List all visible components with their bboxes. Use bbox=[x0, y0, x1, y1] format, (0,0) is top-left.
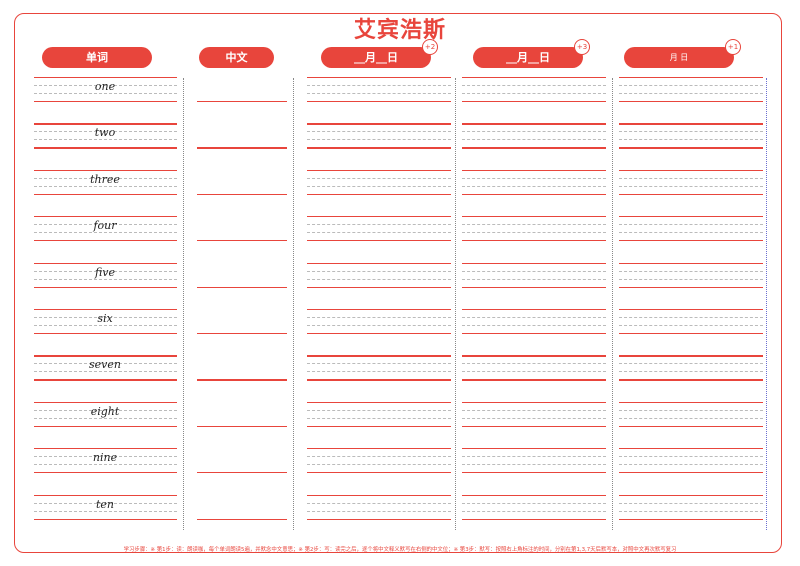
chinese-answer-line[interactable] bbox=[197, 101, 287, 103]
four-line-band bbox=[307, 169, 451, 196]
page-title: 艾宾浩斯 bbox=[353, 18, 446, 43]
chinese-answer-line[interactable] bbox=[197, 425, 287, 428]
header-date-1: __月__日 bbox=[321, 47, 431, 68]
four-line-band bbox=[307, 262, 451, 289]
chinese-answer-line[interactable] bbox=[197, 379, 287, 381]
vocab-word: six bbox=[97, 312, 113, 325]
four-line-band bbox=[34, 309, 177, 335]
four-line-band bbox=[34, 355, 177, 381]
vocab-word: one bbox=[94, 80, 116, 93]
four-line-band bbox=[307, 309, 451, 335]
four-line-band bbox=[34, 401, 177, 428]
four-line-band bbox=[619, 123, 763, 149]
column-divider bbox=[455, 78, 456, 530]
four-line-band bbox=[307, 355, 451, 381]
chinese-answer-line[interactable] bbox=[197, 147, 287, 149]
vocab-word: five bbox=[94, 265, 116, 279]
four-line-band bbox=[34, 77, 177, 103]
four-line-band bbox=[619, 77, 763, 103]
vocab-word: nine bbox=[92, 451, 118, 465]
four-line-band bbox=[307, 216, 451, 242]
four-line-band bbox=[34, 494, 177, 521]
column-divider bbox=[183, 78, 184, 530]
four-line-band bbox=[619, 448, 763, 474]
four-line-band bbox=[34, 448, 177, 474]
four-line-band bbox=[462, 262, 606, 289]
four-line-band bbox=[462, 77, 606, 103]
study-steps-footer: 学习步骤：※ 第1步：读：朗读咖，每个单词朗读5遍，并默念中文意思；※ 第2步：… bbox=[123, 547, 677, 553]
four-line-band bbox=[619, 169, 763, 196]
page-frame bbox=[14, 13, 782, 553]
four-line-band bbox=[462, 401, 606, 428]
chinese-answer-line[interactable] bbox=[197, 286, 287, 288]
four-line-band bbox=[619, 262, 763, 289]
four-line-band bbox=[307, 448, 451, 474]
four-line-band bbox=[619, 494, 763, 521]
chinese-answer-line[interactable] bbox=[197, 193, 287, 196]
header-date-3: 月 日 bbox=[624, 47, 734, 68]
four-line-band bbox=[619, 355, 763, 381]
four-line-band bbox=[462, 309, 606, 335]
four-line-band bbox=[307, 494, 451, 521]
four-line-band bbox=[34, 216, 177, 242]
four-line-band bbox=[462, 169, 606, 196]
column-divider bbox=[612, 78, 613, 530]
four-line-band bbox=[34, 169, 177, 196]
chinese-answer-line[interactable] bbox=[197, 333, 287, 335]
four-line-band bbox=[462, 216, 606, 242]
four-line-band bbox=[462, 123, 606, 149]
review-badge-2: +3 bbox=[574, 39, 590, 55]
four-line-band bbox=[34, 123, 177, 149]
four-line-band bbox=[462, 448, 606, 474]
four-line-band bbox=[619, 216, 763, 242]
vocab-word: eight bbox=[90, 404, 120, 418]
four-line-band bbox=[462, 355, 606, 381]
chinese-answer-line[interactable] bbox=[197, 240, 287, 242]
vocab-word: seven bbox=[89, 358, 121, 372]
review-badge-3: +1 bbox=[725, 39, 741, 55]
four-line-band bbox=[462, 494, 606, 521]
column-divider bbox=[766, 78, 767, 530]
header-date-2: __月__日 bbox=[473, 47, 583, 68]
four-line-band bbox=[307, 77, 451, 103]
four-line-band bbox=[619, 401, 763, 428]
vocab-word: two bbox=[94, 126, 116, 140]
four-line-band bbox=[619, 309, 763, 335]
vocab-word: four bbox=[93, 219, 117, 233]
header-chinese: 中文 bbox=[199, 47, 274, 68]
four-line-band bbox=[307, 123, 451, 149]
vocab-word: three bbox=[90, 172, 120, 186]
review-badge-1: +2 bbox=[422, 39, 438, 55]
column-divider bbox=[293, 78, 294, 530]
chinese-answer-line[interactable] bbox=[197, 472, 287, 474]
header-word: 单词 bbox=[42, 47, 152, 68]
four-line-band bbox=[307, 401, 451, 428]
four-line-band bbox=[34, 262, 177, 289]
vocab-word: ten bbox=[95, 497, 114, 511]
chinese-answer-line[interactable] bbox=[197, 518, 287, 520]
